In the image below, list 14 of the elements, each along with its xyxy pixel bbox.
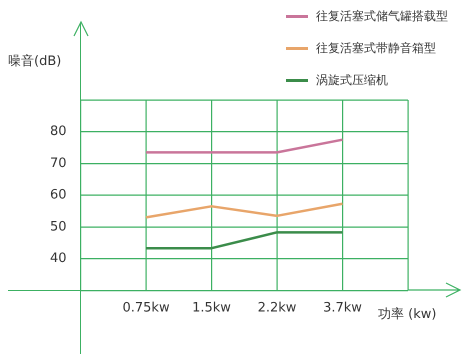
y-axis-title: 噪音(dB): [8, 53, 62, 70]
legend-label: 往复活塞式储气罐搭载型: [316, 8, 448, 25]
x-axis-title: 功率 (kw): [378, 306, 436, 323]
legend-label: 往复活塞式带静音箱型: [316, 40, 436, 57]
legend-label: 涡旋式压缩机: [316, 72, 388, 89]
x-tick-label: 0.75kw: [122, 300, 170, 316]
x-tick-label: 2.2kw: [258, 300, 297, 316]
x-tick-label: 3.7kw: [323, 300, 362, 316]
y-tick-label: 60: [50, 188, 67, 203]
y-tick-label: 80: [50, 124, 67, 140]
x-tick-label: 1.5kw: [192, 300, 232, 316]
y-tick-label: 40: [50, 251, 67, 266]
y-tick-label: 70: [50, 156, 67, 171]
y-tick-label: 50: [50, 219, 67, 234]
